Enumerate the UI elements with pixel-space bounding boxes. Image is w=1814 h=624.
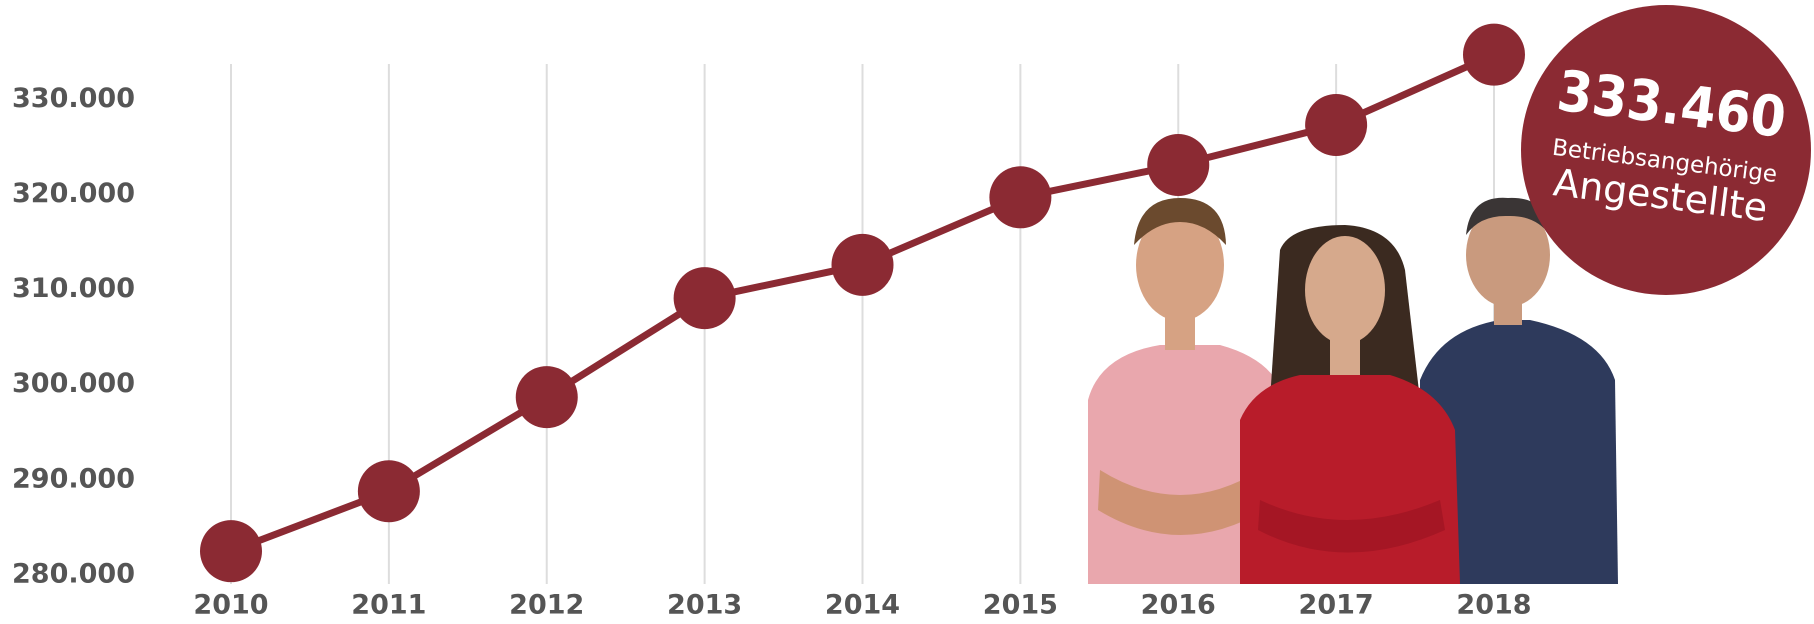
data-point — [516, 366, 578, 428]
data-point — [832, 234, 894, 296]
x-tick-label: 2015 — [983, 590, 1058, 621]
data-point — [674, 267, 736, 329]
badge: 333.460 Betriebsangehörige Angestellte — [1521, 5, 1811, 295]
data-point — [1305, 94, 1367, 156]
y-tick-label: 280.000 — [12, 558, 135, 589]
x-tick-label: 2012 — [509, 590, 584, 621]
x-tick-label: 2016 — [1141, 590, 1216, 621]
data-point — [358, 460, 420, 522]
x-tick-label: 2014 — [825, 590, 900, 621]
y-tick-label: 290.000 — [12, 463, 135, 494]
y-tick-label: 310.000 — [12, 273, 135, 304]
x-tick-label: 2011 — [351, 590, 426, 621]
data-point — [1147, 134, 1209, 196]
data-point — [989, 166, 1051, 228]
y-tick-label: 330.000 — [12, 83, 135, 114]
x-tick-label: 2018 — [1456, 590, 1531, 621]
photo — [1088, 198, 1618, 584]
chart: 333.460 Betriebsangehörige Angestellte 2… — [0, 0, 1814, 624]
y-tick-label: 300.000 — [12, 368, 135, 399]
x-tick-label: 2010 — [193, 590, 268, 621]
x-tick-label: 2013 — [667, 590, 742, 621]
data-point — [1463, 24, 1525, 86]
y-tick-label: 320.000 — [12, 178, 135, 209]
data-point — [200, 520, 262, 582]
x-tick-label: 2017 — [1299, 590, 1374, 621]
